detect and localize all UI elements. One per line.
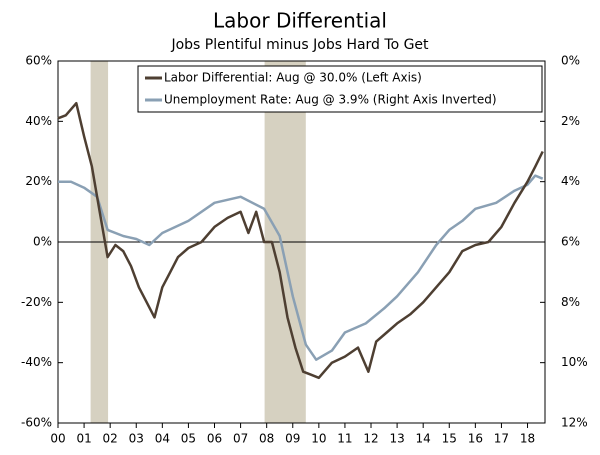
x-tick-label: 01 <box>76 432 91 446</box>
x-tick-label: 11 <box>337 432 352 446</box>
y2-tick-label: 0% <box>561 54 580 68</box>
x-tick-label: 09 <box>285 432 300 446</box>
x-tick-label: 18 <box>520 432 535 446</box>
y2-tick-label: 10% <box>561 355 588 369</box>
y2-tick-label: 2% <box>561 114 580 128</box>
y-tick-label: -20% <box>21 295 52 309</box>
legend-box <box>137 65 543 113</box>
y-tick-label: 0% <box>33 235 52 249</box>
y2-tick-label: 4% <box>561 174 580 188</box>
series-line <box>57 101 544 380</box>
x-tick-label: 12 <box>363 432 378 446</box>
y2-tick-label: 8% <box>561 295 580 309</box>
y-tick-label: -40% <box>21 355 52 369</box>
x-tick-label: 16 <box>468 432 483 446</box>
x-tick-label: 07 <box>233 432 248 446</box>
legend-label: Unemployment Rate: Aug @ 3.9% (Right Axi… <box>164 93 497 107</box>
y-tick-label: -60% <box>21 416 52 430</box>
x-tick-label: 02 <box>103 432 118 446</box>
x-tick-label: 08 <box>259 432 274 446</box>
series-line <box>58 174 544 361</box>
x-tick-label: 06 <box>207 432 222 446</box>
x-tick-label: 13 <box>389 432 404 446</box>
x-tick-label: 00 <box>50 432 65 446</box>
chart-subtitle: Jobs Plentiful minus Jobs Hard To Get <box>170 37 429 53</box>
y-tick-label: 20% <box>25 174 52 188</box>
x-tick-label: 15 <box>442 432 457 446</box>
y2-tick-label: 6% <box>561 235 580 249</box>
x-tick-label: 17 <box>494 432 509 446</box>
y-tick-label: 40% <box>25 114 52 128</box>
x-tick-label: 10 <box>311 432 326 446</box>
y2-tick-label: 12% <box>561 416 588 430</box>
x-tick-label: 03 <box>129 432 144 446</box>
x-tick-label: 05 <box>181 432 196 446</box>
x-tick-label: 04 <box>155 432 170 446</box>
y-tick-label: 60% <box>25 54 52 68</box>
x-tick-label: 14 <box>416 432 431 446</box>
chart-title: Labor Differential <box>213 9 387 33</box>
legend-label: Labor Differential: Aug @ 30.0% (Left Ax… <box>164 71 422 85</box>
